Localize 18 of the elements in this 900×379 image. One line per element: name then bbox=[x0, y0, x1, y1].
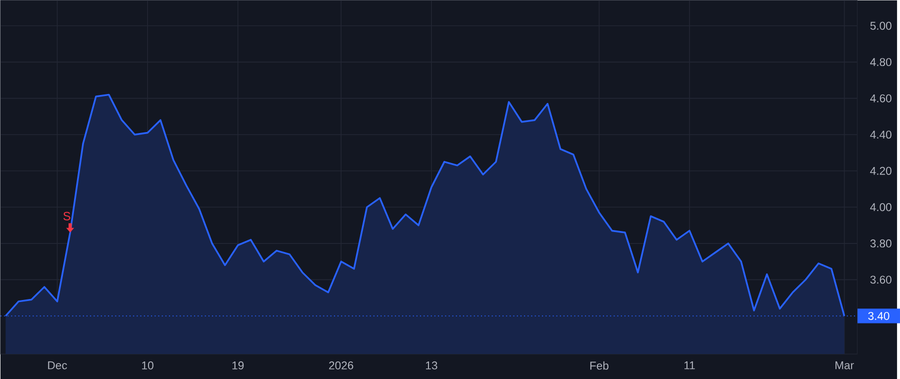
y-tick-label: 3.60 bbox=[870, 276, 892, 284]
x-tick-label: 19 bbox=[232, 361, 244, 370]
x-tick-label: 2026 bbox=[329, 361, 354, 370]
y-tick-label: 4.40 bbox=[870, 130, 892, 139]
y-tick-label: 4.80 bbox=[870, 58, 892, 66]
ref-line-label: 3.40 bbox=[868, 312, 890, 320]
x-tick-label: 13 bbox=[426, 361, 438, 370]
y-tick-label: 3.80 bbox=[870, 239, 892, 248]
x-tick-label: Mar bbox=[836, 361, 854, 370]
y-tick-label: 4.00 bbox=[870, 203, 892, 212]
x-tick-label: Dec bbox=[48, 361, 67, 370]
x-tick-label: Feb bbox=[590, 361, 608, 370]
y-tick-label: 5.00 bbox=[870, 22, 892, 30]
y-tick-label: 4.60 bbox=[870, 94, 892, 102]
annotation: S bbox=[63, 212, 70, 220]
x-tick-label: 10 bbox=[142, 361, 154, 370]
y-tick-label: 4.20 bbox=[870, 166, 892, 175]
x-tick-label: 11 bbox=[684, 361, 695, 370]
